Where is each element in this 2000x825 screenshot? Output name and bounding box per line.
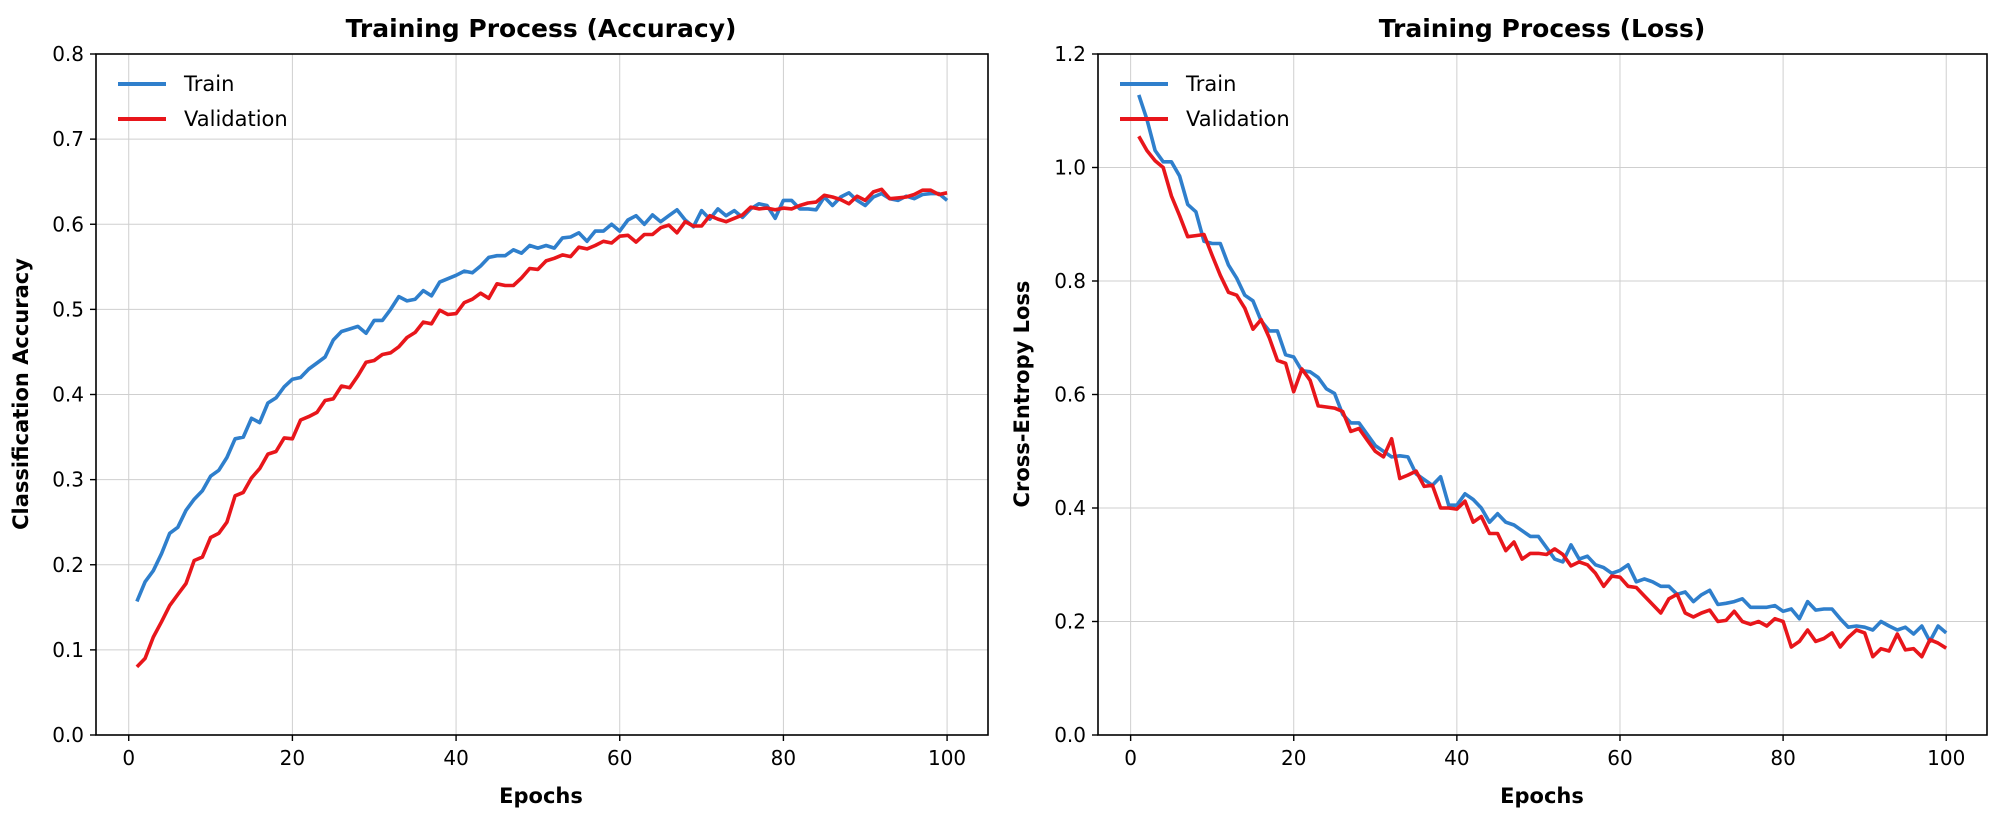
accuracy-train-line — [135, 191, 949, 603]
accuracy-legend-train-label: Train — [183, 72, 234, 96]
loss-legend: Train Validation — [1120, 72, 1290, 131]
accuracy-axes-frame — [95, 53, 989, 736]
accuracy-y-axis-label: Classification Accuracy — [9, 258, 33, 530]
loss-y-tick-label: 1.0 — [1054, 156, 1086, 180]
loss-y-axis-label: Cross-Entropy Loss — [1010, 281, 1034, 508]
accuracy-chart-title: Training Process (Accuracy) — [346, 14, 737, 43]
loss-chart-title: Training Process (Loss) — [1379, 14, 1706, 43]
loss-x-tick-label: 80 — [1770, 746, 1795, 770]
accuracy-x-axis-label: Epochs — [499, 784, 583, 808]
accuracy-y-tick-label: 0.0 — [52, 723, 84, 747]
loss-legend-train-label: Train — [1185, 72, 1236, 96]
accuracy-y-tick-label: 0.4 — [52, 383, 84, 407]
accuracy-y-tick-label: 0.1 — [52, 638, 84, 662]
accuracy-x-tick-label: 40 — [443, 746, 468, 770]
accuracy-x-tick-label: 0 — [122, 746, 135, 770]
loss-x-axis-label: Epochs — [1500, 784, 1584, 808]
accuracy-y-tick-label: 0.5 — [52, 297, 84, 321]
loss-x-tick-label: 20 — [1281, 746, 1306, 770]
loss-train-line — [1137, 94, 1948, 644]
loss-panel: Training Process (Loss) Epochs Cross-Ent… — [1010, 14, 1988, 808]
accuracy-legend: Train Validation — [118, 72, 288, 131]
loss-x-tick-label: 100 — [1927, 746, 1965, 770]
accuracy-validation-line — [135, 187, 948, 669]
loss-y-tick-label: 0.4 — [1054, 496, 1086, 520]
accuracy-x-tick-label: 80 — [771, 746, 796, 770]
accuracy-y-tick-label: 0.7 — [52, 127, 84, 151]
loss-x-tick-label: 40 — [1444, 746, 1469, 770]
loss-validation-line — [1137, 135, 1948, 659]
accuracy-legend-validation-label: Validation — [184, 107, 288, 131]
accuracy-panel: Training Process (Accuracy) Epochs Class… — [9, 14, 989, 808]
loss-axes-frame — [1097, 53, 1988, 736]
loss-y-tick-label: 0.2 — [1054, 610, 1086, 634]
loss-legend-validation-label: Validation — [1186, 107, 1290, 131]
accuracy-y-tick-label: 0.3 — [52, 468, 84, 492]
loss-y-tick-label: 0.0 — [1054, 723, 1086, 747]
accuracy-y-tick-label: 0.8 — [52, 42, 84, 66]
accuracy-x-tick-label: 20 — [280, 746, 305, 770]
accuracy-x-tick-label: 100 — [928, 746, 966, 770]
loss-x-tick-label: 60 — [1607, 746, 1632, 770]
accuracy-y-tick-label: 0.6 — [52, 212, 84, 236]
accuracy-y-tick-label: 0.2 — [52, 553, 84, 577]
loss-y-tick-label: 1.2 — [1054, 42, 1086, 66]
loss-y-tick-label: 0.6 — [1054, 383, 1086, 407]
loss-y-tick-label: 0.8 — [1054, 269, 1086, 293]
loss-x-tick-label: 0 — [1124, 746, 1137, 770]
accuracy-x-tick-label: 60 — [607, 746, 632, 770]
